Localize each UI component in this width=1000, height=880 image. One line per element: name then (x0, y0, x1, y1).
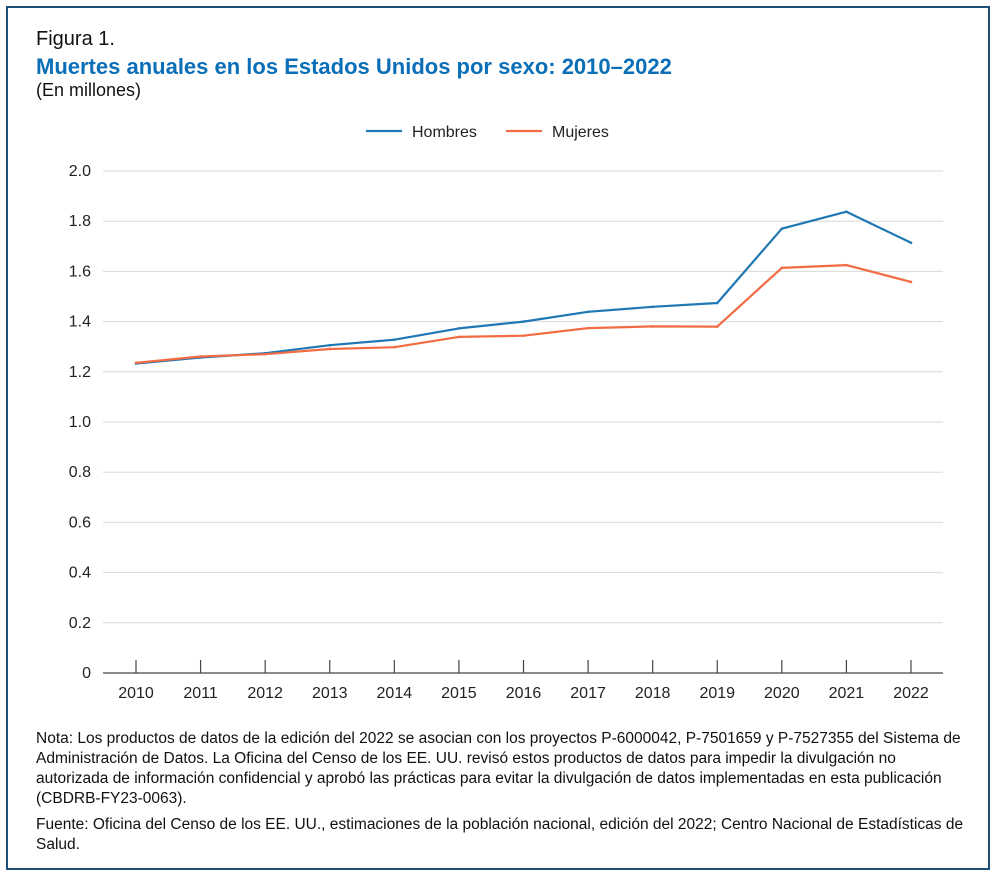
x-tick-label: 2015 (441, 685, 477, 702)
x-tick-label: 2020 (764, 685, 800, 702)
x-tick-label: 2018 (635, 685, 671, 702)
y-tick-label: 2.0 (69, 163, 91, 180)
x-tick-label: 2017 (570, 685, 606, 702)
data-point-mujeres (586, 326, 590, 330)
notes: Nota: Los productos de datos de la edici… (36, 729, 966, 861)
data-point-hombres (715, 301, 719, 305)
series-line-hombres (135, 210, 912, 365)
data-point-mujeres (845, 263, 848, 267)
data-point-mujeres (328, 347, 332, 351)
figure-frame (6, 6, 990, 870)
x-tick-label: 2014 (377, 685, 413, 702)
data-point-hombres (845, 210, 848, 213)
x-tick-label: 2012 (247, 685, 283, 702)
y-tick-label: 1.6 (69, 263, 91, 280)
data-point-mujeres (199, 355, 202, 358)
data-point-hombres (909, 241, 913, 245)
chart-subtitle: (En millones) (36, 80, 142, 100)
y-tick-label: 0.2 (69, 615, 91, 632)
data-point-mujeres (522, 334, 525, 337)
data-point-mujeres (715, 325, 719, 328)
y-tick-label: 0.6 (69, 514, 91, 531)
line-chart: Hombres Mujeres 0 0.2 0.4 0.6 0.8 1.0 1.2 1.4 1.6… (69, 124, 943, 702)
y-axis-ticks: 0 0.2 0.4 0.6 0.8 1.0 1.2 1.4 1.6 1.8 2.0 (69, 163, 91, 682)
y-tick-label: 0 (82, 665, 91, 682)
data-point-mujeres (780, 266, 784, 270)
x-tick-label: 2019 (699, 685, 735, 702)
x-tick-label: 2022 (893, 685, 929, 702)
data-point-hombres (393, 338, 396, 341)
data-point-mujeres (134, 361, 138, 365)
y-tick-label: 1.8 (69, 213, 91, 230)
data-point-mujeres (393, 345, 396, 349)
x-tick-label: 2016 (506, 685, 542, 702)
x-axis: 2010 2011 2012 2013 2014 2015 2016 2017 2018 2019… (103, 660, 943, 702)
x-tick-label: 2021 (829, 685, 865, 702)
series-line-mujeres (135, 264, 912, 364)
y-tick-label: 1.2 (69, 364, 91, 381)
legend-label-hombres: Hombres (412, 124, 477, 141)
x-tick-label: 2011 (183, 685, 218, 702)
source-text: Fuente: Oficina del Censo de los EE. UU.… (36, 816, 964, 853)
y-tick-label: 1.4 (69, 314, 91, 331)
y-tick-label: 0.4 (69, 565, 91, 582)
note-text: Nota: Los productos de datos de la edici… (36, 730, 961, 807)
gridlines (103, 170, 943, 624)
legend: Hombres Mujeres (366, 124, 609, 141)
chart-title: Muertes anuales en los Estados Unidos po… (36, 54, 672, 79)
data-point-hombres (457, 327, 461, 330)
data-point-hombres (586, 310, 590, 314)
data-point-mujeres (263, 352, 267, 356)
data-point-mujeres (909, 280, 913, 284)
y-tick-label: 0.8 (69, 464, 91, 481)
legend-label-mujeres: Mujeres (552, 124, 609, 141)
data-point-hombres (328, 343, 332, 347)
data-point-hombres (651, 305, 654, 309)
data-point-hombres (522, 320, 525, 323)
figure-label: Figura 1. (36, 28, 115, 50)
data-point-hombres (780, 227, 784, 231)
x-tick-label: 2013 (312, 685, 348, 702)
series-lines (134, 210, 913, 365)
y-tick-label: 1.0 (69, 414, 91, 431)
data-point-mujeres (457, 335, 461, 339)
data-point-mujeres (651, 325, 654, 328)
x-tick-label: 2010 (118, 685, 154, 702)
